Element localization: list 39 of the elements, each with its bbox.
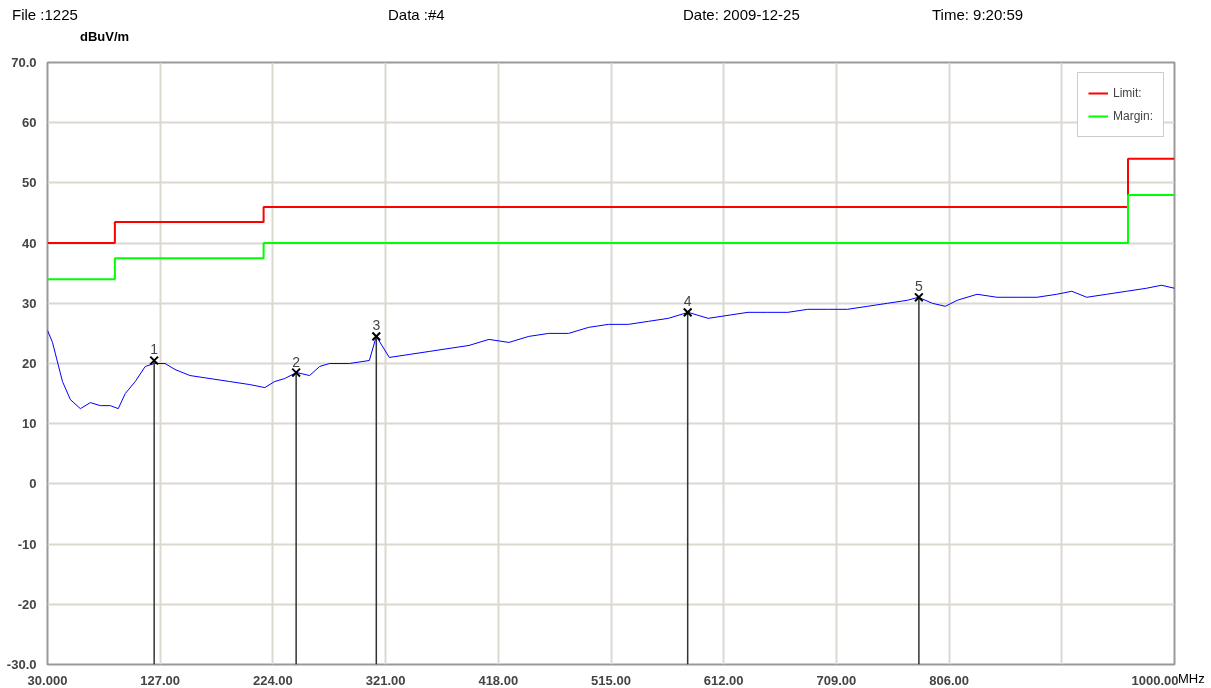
y-tick-label: 30 xyxy=(22,295,37,311)
x-tick-label: 515.00 xyxy=(591,672,631,688)
y-tick-label: -20 xyxy=(17,596,37,612)
x-axis-title: MHz xyxy=(1178,670,1205,688)
x-tick-label: 1000.00 xyxy=(1131,672,1179,688)
annotation: 1 xyxy=(150,341,159,358)
point xyxy=(149,355,160,366)
y-tick-label: 50 xyxy=(22,175,37,191)
y-axis-title: dBuV/m xyxy=(80,28,130,46)
x-tick-label: 806.00 xyxy=(929,672,969,688)
annotation: 2 xyxy=(292,353,301,370)
x-tick-label: 321.00 xyxy=(365,672,406,688)
y-tick-label: 10 xyxy=(22,416,37,432)
text: File :1225 xyxy=(12,5,78,25)
text: Date: 2009-12-25 xyxy=(683,5,800,25)
x-tick-label: 418.00 xyxy=(478,672,519,688)
annotation: 5 xyxy=(915,278,923,295)
point xyxy=(914,292,924,303)
y-tick-label: 60 xyxy=(22,115,37,131)
legend-label: Limit: xyxy=(1112,86,1142,100)
text: Data :#4 xyxy=(388,5,445,25)
annotation: 4 xyxy=(683,293,692,310)
point xyxy=(682,307,693,318)
x-tick-label: 127.00 xyxy=(140,672,181,688)
y-tick-label: 0 xyxy=(29,476,37,492)
y-tick-label: 40 xyxy=(22,235,37,251)
y-tick-label: 20 xyxy=(22,356,37,371)
text: Time: 9:20:59 xyxy=(932,5,1024,25)
x-tick-label: 224.00 xyxy=(253,672,293,688)
legend-label: Margin: xyxy=(1112,109,1153,123)
y-tick-label: 70.0 xyxy=(11,55,37,70)
annotation: 3 xyxy=(372,317,381,334)
point xyxy=(371,331,382,342)
x-tick-label: 709.00 xyxy=(816,672,857,688)
x-tick-label: 30.000 xyxy=(27,672,68,688)
y-tick-label: -30.0 xyxy=(6,657,37,672)
point xyxy=(291,367,302,378)
y-tick-label: -10 xyxy=(17,536,37,552)
x-tick-label: 612.00 xyxy=(703,672,744,688)
